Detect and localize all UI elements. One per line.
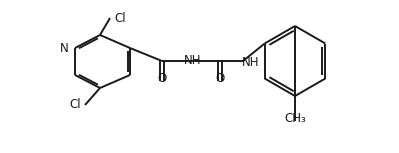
Text: O: O [157,72,167,85]
Text: Cl: Cl [69,99,81,112]
Text: N: N [60,41,69,54]
Text: Cl: Cl [114,11,126,24]
Text: O: O [215,72,225,85]
Text: NH: NH [242,56,260,69]
Text: CH₃: CH₃ [284,112,306,125]
Text: NH: NH [184,54,202,67]
